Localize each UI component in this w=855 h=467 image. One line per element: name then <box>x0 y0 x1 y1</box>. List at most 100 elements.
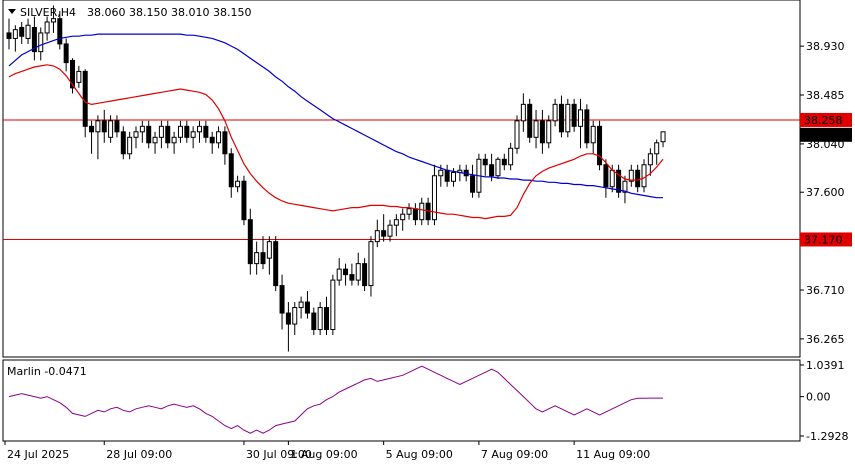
candle-body <box>89 125 95 133</box>
candle <box>628 164 634 187</box>
candle-body <box>19 26 25 37</box>
candle <box>19 21 25 44</box>
candle-body <box>628 169 634 182</box>
candle-body <box>260 252 266 265</box>
candle-body <box>501 158 507 166</box>
time-tick-label: 7 Aug 09:00 <box>481 448 548 461</box>
candle-body <box>412 208 418 221</box>
marlin-line <box>8 365 663 434</box>
candle-body <box>609 169 615 188</box>
candle-body <box>279 285 285 314</box>
candle-body <box>444 169 450 182</box>
candle-body <box>470 175 476 193</box>
level-label-bg <box>800 112 852 127</box>
candle-body <box>324 307 329 331</box>
candle <box>133 126 139 149</box>
candle-body <box>63 43 69 64</box>
indicator-panel <box>2 359 801 442</box>
candle <box>25 18 31 44</box>
candle-body <box>82 70 88 127</box>
candle <box>622 175 628 204</box>
candle <box>597 120 603 171</box>
candle <box>184 120 190 143</box>
candle-body <box>317 307 323 331</box>
candle <box>317 302 323 336</box>
candle-body <box>190 131 196 138</box>
candle <box>285 302 291 352</box>
candle <box>660 131 666 148</box>
candle <box>190 126 196 149</box>
candle-body <box>343 268 349 276</box>
candle-body <box>311 312 317 331</box>
candle <box>177 120 183 143</box>
price-tick-label: 37.600 <box>806 186 845 199</box>
candle-body <box>571 103 577 127</box>
candle <box>38 27 44 61</box>
candle <box>482 153 488 176</box>
candle-body <box>95 120 101 133</box>
candle <box>12 25 18 52</box>
candle-body <box>139 125 145 133</box>
time-axis: 24 Jul 2025 28 Jul 09:00 30 Jul 09:001 Aug… <box>4 441 650 461</box>
candle-body <box>12 29 18 39</box>
candle <box>508 142 514 171</box>
candle-body <box>355 263 361 281</box>
candle-body <box>362 263 368 287</box>
candle-body <box>393 219 399 226</box>
price-panel <box>2 0 801 358</box>
candle-body <box>584 109 590 144</box>
level-label: 37.170 <box>804 233 843 246</box>
candles-layer[interactable] <box>6 5 666 352</box>
candle-body <box>578 109 583 127</box>
candle-body <box>298 301 304 309</box>
candle-body <box>660 131 666 143</box>
candle-body <box>546 120 552 144</box>
price-tick-label: 38.930 <box>806 40 845 53</box>
candle-body <box>120 131 126 155</box>
dropdown-triangle-icon[interactable] <box>8 9 16 14</box>
candle-body <box>222 131 228 155</box>
indicator-tick-label: 0.00 <box>806 391 831 404</box>
candle-body <box>171 136 177 144</box>
candle-body <box>552 103 558 122</box>
candle-body <box>558 103 564 133</box>
candle-body <box>603 164 609 188</box>
candle <box>89 120 95 154</box>
candle-body <box>641 164 647 188</box>
candle <box>381 214 387 242</box>
candle-body <box>203 125 209 138</box>
candle-body <box>292 307 298 325</box>
candle <box>330 274 336 336</box>
candle-body <box>387 224 393 237</box>
price-tick-label: 38.485 <box>806 89 845 102</box>
candle <box>558 95 564 138</box>
candle-body <box>419 202 425 221</box>
candle-body <box>197 125 202 133</box>
candle-body <box>25 24 31 39</box>
price-tick-label: 36.710 <box>806 284 845 297</box>
candle-body <box>400 213 406 221</box>
candle-body <box>247 219 253 265</box>
candle-body <box>495 158 501 177</box>
candle <box>368 236 374 297</box>
candle <box>44 16 50 41</box>
candle <box>209 131 215 154</box>
candle <box>101 109 107 143</box>
candle-body <box>539 120 545 144</box>
candle <box>324 296 329 336</box>
candle <box>336 258 342 286</box>
candle <box>216 126 222 149</box>
candle <box>31 16 37 61</box>
candle <box>393 214 399 237</box>
candle <box>412 203 418 226</box>
candle-body <box>209 136 215 144</box>
candle-body <box>6 32 12 39</box>
candle-body <box>235 180 241 188</box>
candle-body <box>101 120 107 133</box>
candle-body <box>368 241 374 287</box>
indicator-axis: 1.0391 0.00 -1.2928 <box>800 359 848 443</box>
candle <box>70 58 75 94</box>
candle <box>108 115 114 143</box>
time-tick-label: 24 Jul 2025 <box>7 448 69 461</box>
candle <box>565 98 571 138</box>
